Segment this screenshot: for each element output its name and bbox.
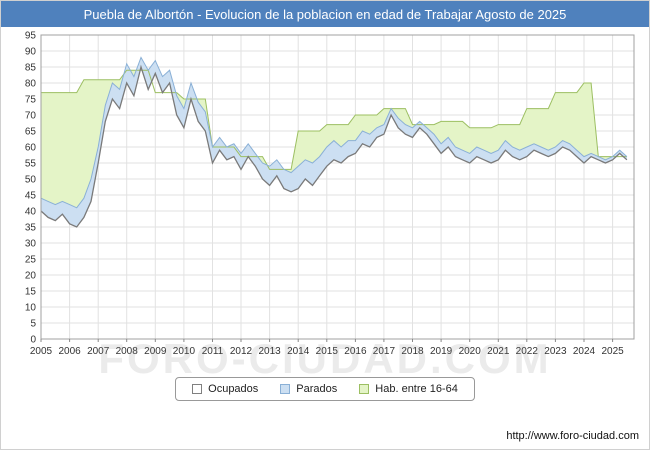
svg-text:90: 90 (25, 47, 37, 58)
svg-text:20: 20 (25, 271, 37, 282)
svg-text:95: 95 (25, 31, 37, 42)
svg-text:65: 65 (25, 127, 37, 138)
legend: Ocupados Parados Hab. entre 16-64 (1, 377, 649, 401)
svg-text:2008: 2008 (116, 346, 139, 357)
legend-label-parados: Parados (296, 383, 338, 395)
svg-text:75: 75 (25, 95, 37, 106)
svg-text:2006: 2006 (58, 346, 81, 357)
svg-text:2019: 2019 (430, 346, 453, 357)
svg-text:25: 25 (25, 255, 37, 266)
svg-text:2018: 2018 (401, 346, 424, 357)
svg-text:2015: 2015 (316, 346, 339, 357)
page-title: Puebla de Albortón - Evolucion de la pob… (83, 6, 567, 22)
svg-text:2011: 2011 (202, 346, 224, 357)
ocupados-swatch-icon (192, 384, 203, 394)
legend-box: Ocupados Parados Hab. entre 16-64 (175, 377, 475, 401)
svg-text:55: 55 (25, 159, 37, 170)
svg-text:2024: 2024 (573, 346, 596, 357)
svg-text:70: 70 (25, 111, 37, 122)
svg-text:5: 5 (30, 319, 36, 330)
svg-text:10: 10 (25, 303, 37, 314)
svg-text:2005: 2005 (30, 346, 53, 357)
svg-text:45: 45 (25, 191, 37, 202)
svg-text:2021: 2021 (487, 346, 510, 357)
title-bar: Puebla de Albortón - Evolucion de la pob… (1, 1, 649, 27)
footer: http://www.foro-ciudad.com (506, 430, 639, 442)
svg-text:50: 50 (25, 175, 37, 186)
svg-text:2014: 2014 (287, 346, 310, 357)
svg-text:2016: 2016 (344, 346, 367, 357)
svg-text:2012: 2012 (230, 346, 253, 357)
svg-text:30: 30 (25, 239, 37, 250)
legend-item-parados: Parados (280, 383, 337, 395)
svg-text:40: 40 (25, 207, 37, 218)
population-evolution-chart: 0510152025303540455055606570758085909520… (25, 31, 635, 357)
svg-text:2017: 2017 (373, 346, 396, 357)
svg-text:60: 60 (25, 143, 37, 154)
legend-item-ocupados: Ocupados (192, 383, 258, 395)
legend-label-ocupados: Ocupados (208, 383, 259, 395)
svg-text:85: 85 (25, 63, 37, 74)
svg-text:80: 80 (25, 79, 37, 90)
svg-text:0: 0 (30, 335, 36, 346)
svg-text:35: 35 (25, 223, 37, 234)
svg-text:15: 15 (25, 287, 37, 298)
svg-text:2025: 2025 (601, 346, 624, 357)
svg-text:2013: 2013 (258, 346, 281, 357)
footer-url-link[interactable]: http://www.foro-ciudad.com (506, 430, 639, 442)
legend-label-hab-16-64: Hab. entre 16-64 (375, 383, 458, 395)
svg-text:2022: 2022 (516, 346, 539, 357)
svg-text:2009: 2009 (144, 346, 167, 357)
legend-item-hab-16-64: Hab. entre 16-64 (359, 383, 458, 395)
svg-text:2007: 2007 (87, 346, 110, 357)
svg-text:2010: 2010 (173, 346, 196, 357)
parados-swatch-icon (280, 384, 291, 394)
hab-16-64-swatch-icon (359, 384, 370, 394)
svg-text:2023: 2023 (544, 346, 567, 357)
svg-text:2020: 2020 (459, 346, 482, 357)
